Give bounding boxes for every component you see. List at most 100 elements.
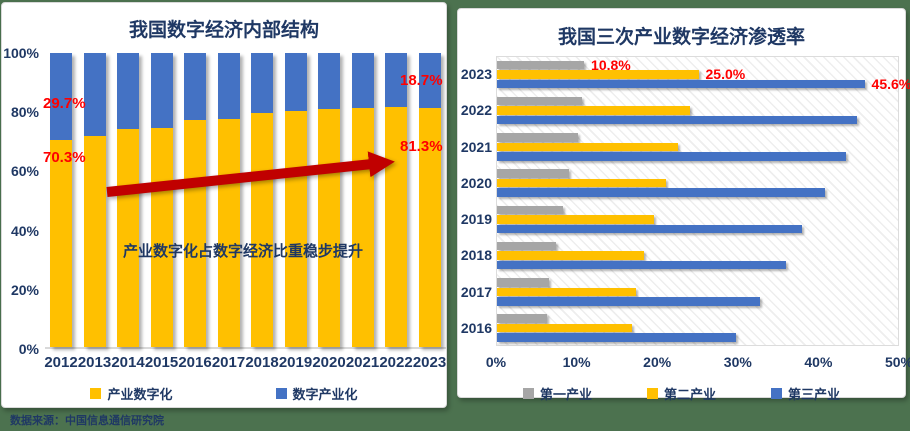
legend-item-tertiary-industry: 第三产业 <box>771 384 840 403</box>
stacked-bar-2023 <box>418 53 441 347</box>
segment-industry-digitalization-2014 <box>117 128 139 347</box>
bar-2019-第一产业 <box>497 205 564 214</box>
bar-2018-第二产业 <box>497 251 645 260</box>
x-axis-label-2014: 2014 <box>111 354 145 371</box>
segment-digital-industrialization-2013 <box>83 53 106 136</box>
bar-2020-第三产业 <box>497 188 826 197</box>
x-axis-label-2018: 2018 <box>245 354 279 371</box>
legend-item-primary-industry: 第一产业 <box>522 384 592 403</box>
legend-item-secondary-industry: 第二产业 <box>646 384 716 403</box>
segment-industry-digitalization-2015 <box>150 127 173 347</box>
stacked-bar-2017 <box>217 53 240 347</box>
stacked-bar-2018 <box>251 53 273 347</box>
year-label-2020: 2020 <box>460 174 492 191</box>
segment-digital-industrialization-2015 <box>150 53 173 128</box>
yellow-swatch-icon <box>90 388 102 399</box>
segment-industry-digitalization-2012 <box>50 140 72 347</box>
data-label-2023-industry-digitalization: 81.3% <box>400 138 443 155</box>
segment-digital-industrialization-2014 <box>117 53 139 129</box>
y-axis-tick-40%: 40% <box>10 222 39 239</box>
bar-2019-第三产业 <box>497 224 802 233</box>
segment-industry-digitalization-2017 <box>217 118 240 347</box>
segment-digital-industrialization-2022 <box>385 53 407 107</box>
y-axis-tick-60%: 60% <box>10 163 39 180</box>
left-plot-area <box>45 53 447 349</box>
stacked-bar-2015 <box>150 53 173 347</box>
segment-digital-industrialization-2023 <box>418 53 441 108</box>
data-label-2023-第一产业: 10.8% <box>591 56 631 73</box>
bar-2021-第三产业 <box>497 152 846 161</box>
segment-industry-digitalization-2013 <box>83 135 106 347</box>
gray-swatch-icon <box>522 388 534 399</box>
bar-2023-第一产业 <box>497 60 585 69</box>
y-axis-tick-0%: 0% <box>18 341 39 357</box>
bar-2022-第三产业 <box>497 115 858 125</box>
legend-label: 第一产业 <box>539 387 592 402</box>
segment-industry-digitalization-2019 <box>284 111 307 347</box>
stacked-bar-2020 <box>318 53 340 347</box>
segment-industry-digitalization-2020 <box>318 109 340 347</box>
bar-2021-第二产业 <box>497 142 678 151</box>
penetration-rate-chart-card: 我国三次产业数字经济渗透率 2023 2022 2021 2020 2019 2018 20… <box>457 8 910 402</box>
year-label-2018: 2018 <box>460 247 492 264</box>
data-label-2023-第二产业: 25.0% <box>705 66 746 82</box>
segment-digital-industrialization-2017 <box>217 53 240 119</box>
segment-industry-digitalization-2023 <box>418 107 441 347</box>
blue-swatch-icon <box>771 388 782 399</box>
stacked-bar-2021 <box>351 53 374 347</box>
stacked-bar-2022 <box>385 53 407 347</box>
trend-annotation-text: 产业数字化占数字经济比重稳步提升 <box>122 243 363 260</box>
year-label-2016: 2016 <box>460 319 492 336</box>
bar-2020-第二产业 <box>497 178 667 188</box>
legend-label: 第二产业 <box>663 387 716 402</box>
legend-label: 产业数字化 <box>107 387 173 402</box>
bar-2017-第一产业 <box>497 278 550 287</box>
bar-2016-第三产业 <box>497 333 736 342</box>
x-axis-label-2012: 2012 <box>44 354 78 371</box>
x-axis-label-2016: 2016 <box>178 354 212 371</box>
segment-digital-industrialization-2020 <box>318 53 340 110</box>
right-plot-area <box>496 56 899 346</box>
yellow-swatch-icon <box>646 388 658 399</box>
x-axis-label-2021: 2021 <box>345 354 380 371</box>
bar-2019-第二产业 <box>497 215 655 224</box>
stacked-bar-2012 <box>50 53 72 347</box>
segment-industry-digitalization-2021 <box>351 107 374 347</box>
segment-digital-industrialization-2016 <box>184 53 206 121</box>
stacked-bar-2019 <box>284 53 307 347</box>
bar-2021-第一产业 <box>497 133 578 142</box>
x-axis-label-2023: 2023 <box>412 354 447 371</box>
data-source-text: 数据来源：中国信息通信研究院 <box>10 415 164 427</box>
x-axis-tick-20%: 20% <box>643 354 672 370</box>
year-label-2017: 2017 <box>460 283 492 300</box>
bar-2018-第三产业 <box>497 260 787 270</box>
y-axis-tick-80%: 80% <box>10 104 39 121</box>
x-axis-label-2017: 2017 <box>211 354 246 371</box>
x-axis-tick-30%: 30% <box>723 354 752 370</box>
blue-swatch-icon <box>275 388 287 399</box>
left-chart-title: 我国数字经济内部结构 <box>128 20 319 41</box>
legend-item-digital-industrialization: 数字产业化 <box>275 384 358 403</box>
year-label-2022: 2022 <box>460 102 492 119</box>
year-label-2021: 2021 <box>460 138 492 155</box>
segment-industry-digitalization-2016 <box>184 120 206 347</box>
year-label-2023: 2023 <box>460 66 492 83</box>
x-axis-label-2020: 2020 <box>312 354 346 371</box>
y-axis-tick-20%: 20% <box>10 281 39 298</box>
bar-2022-第二产业 <box>497 106 691 115</box>
bar-2017-第三产业 <box>497 297 760 306</box>
year-label-2019: 2019 <box>460 211 492 228</box>
bar-2020-第一产业 <box>497 169 569 178</box>
legend-label: 数字产业化 <box>292 387 358 402</box>
segment-digital-industrialization-2012 <box>50 53 72 141</box>
data-label-2023-第三产业: 45.6% <box>871 75 910 92</box>
bar-2022-第一产业 <box>497 96 582 106</box>
right-chart-title: 我国三次产业数字经济渗透率 <box>557 27 805 48</box>
data-label-2012-digital-industrialization: 29.7% <box>43 95 86 112</box>
segment-industry-digitalization-2018 <box>251 113 273 347</box>
bar-2018-第一产业 <box>497 241 556 251</box>
x-axis-tick-40%: 40% <box>804 354 833 370</box>
legend-label: 第三产业 <box>788 387 841 402</box>
segment-digital-industrialization-2021 <box>351 53 374 108</box>
x-axis-label-2022: 2022 <box>379 354 413 371</box>
